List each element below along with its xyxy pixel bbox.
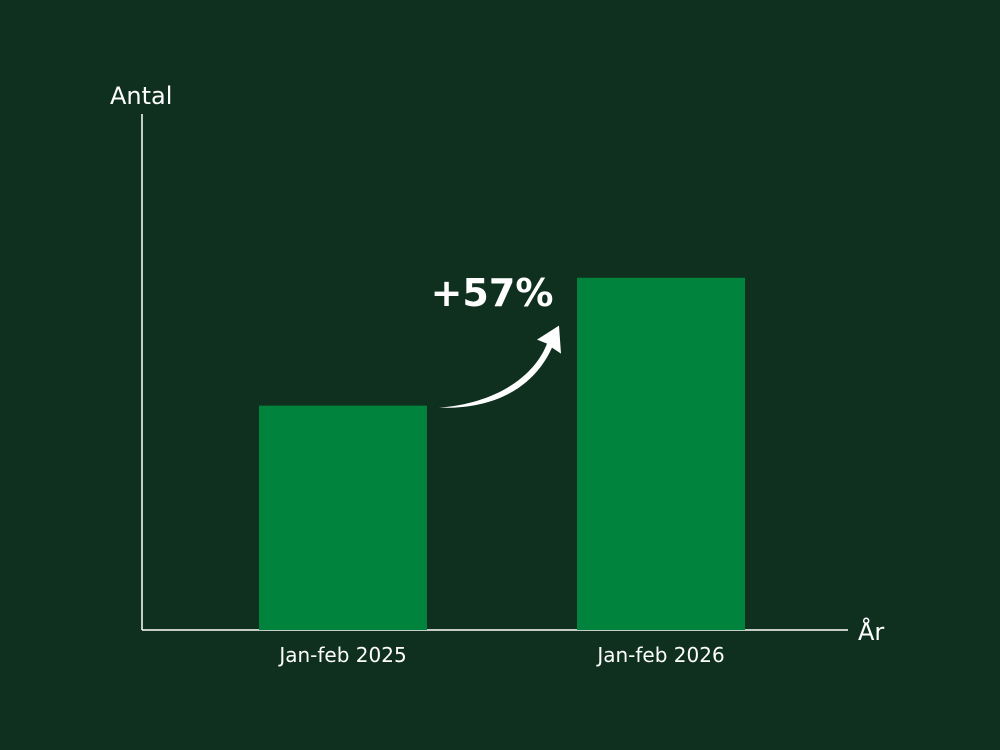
tick-labels-group: Jan-feb 2025 Jan-feb 2026	[277, 643, 724, 667]
x-axis-label: År	[858, 617, 884, 646]
change-annotation: +57%	[431, 271, 554, 315]
bar-1	[259, 405, 427, 630]
bar-2	[577, 277, 745, 630]
bars-group	[259, 277, 745, 630]
y-axis-label: Antal	[110, 82, 172, 110]
x-tick-label-2: Jan-feb 2026	[595, 643, 724, 667]
increase-arrow-icon	[439, 325, 561, 408]
x-tick-label-1: Jan-feb 2025	[277, 643, 406, 667]
